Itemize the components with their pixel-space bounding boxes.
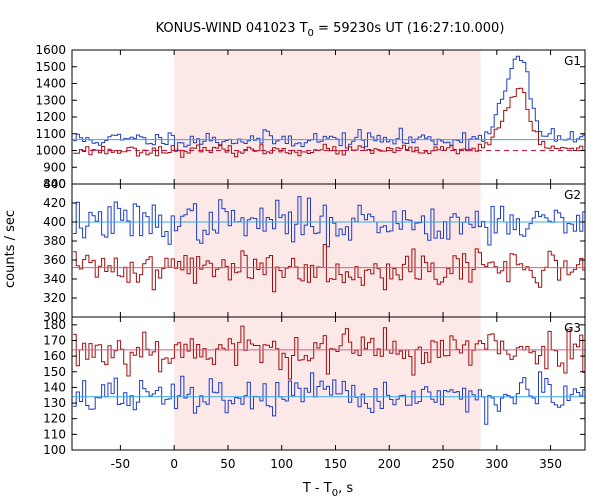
y-tick-label: 180: [43, 318, 66, 332]
y-tick-label: 1400: [35, 77, 66, 91]
series-g2-0: [73, 196, 585, 248]
x-tick-label: 0: [170, 457, 178, 471]
shaded-interval: [174, 50, 481, 184]
x-tick-label: 350: [539, 457, 562, 471]
panels-group: 8009001000110012001300140015001600G13003…: [35, 43, 586, 471]
chart-title: KONUS-WIND 041023 T0 = 59230s UT (16:27:…: [156, 21, 505, 39]
series-g2-1: [73, 244, 585, 293]
y-tick-label: 420: [43, 196, 66, 210]
y-tick-label: 1500: [35, 60, 66, 74]
y-tick-label: 1000: [35, 144, 66, 158]
x-tick-label: 150: [324, 457, 347, 471]
y-tick-label: 300: [43, 310, 66, 324]
x-tick-label: 250: [432, 457, 455, 471]
panel-label: G3: [564, 321, 581, 335]
y-tick-label: 440: [43, 177, 66, 191]
y-tick-label: 160: [43, 349, 66, 363]
panel-label: G1: [564, 54, 581, 68]
y-tick-label: 1200: [35, 110, 66, 124]
y-tick-label: 400: [43, 215, 66, 229]
panel-label: G2: [564, 188, 581, 202]
y-tick-label: 100: [43, 443, 66, 457]
y-tick-label: 360: [43, 253, 66, 267]
y-axis-label: counts / sec: [3, 210, 18, 288]
shaded-interval: [174, 317, 481, 450]
y-tick-label: 380: [43, 234, 66, 248]
series-g1-1: [73, 87, 585, 158]
series-g3-1: [73, 371, 585, 425]
xlabel-suffix: , s: [338, 481, 353, 496]
x-tick-label: 300: [485, 457, 508, 471]
y-tick-label: 130: [43, 396, 66, 410]
title-subscript: 0: [308, 28, 314, 39]
y-tick-label: 140: [43, 380, 66, 394]
x-axis-label: T - T0, s: [302, 481, 353, 499]
y-tick-label: 120: [43, 412, 66, 426]
x-tick-label: 100: [270, 457, 293, 471]
y-tick-label: 1300: [35, 93, 66, 107]
y-tick-label: 170: [43, 333, 66, 347]
x-tick-label: -50: [111, 457, 131, 471]
title-suffix: = 59230s UT (16:27:10.000): [314, 21, 504, 36]
y-tick-label: 110: [43, 427, 66, 441]
y-tick-label: 1100: [35, 127, 66, 141]
xlabel-prefix: T - T: [302, 481, 332, 496]
shaded-interval: [174, 184, 481, 317]
y-tick-label: 320: [43, 291, 66, 305]
y-tick-label: 1600: [35, 43, 66, 57]
panel-g1: 800 900 1000 1100 1200 1300 1400 1500 1600 G1: [35, 43, 586, 191]
y-tick-label: 150: [43, 365, 66, 379]
x-tick-label: 200: [378, 457, 401, 471]
y-tick-label: 340: [43, 272, 66, 286]
x-tick-label: 50: [220, 457, 235, 471]
xlabel-subscript: 0: [332, 488, 338, 499]
series-g1-0: [73, 55, 585, 151]
y-tick-label: 900: [43, 160, 66, 174]
panel-g2: 300 320 340 360 380 400 420 440 G2: [43, 177, 586, 324]
title-prefix: KONUS-WIND 041023 T: [156, 21, 308, 36]
y-tick-label: 800: [43, 177, 66, 191]
panel-frame: [71, 316, 586, 451]
